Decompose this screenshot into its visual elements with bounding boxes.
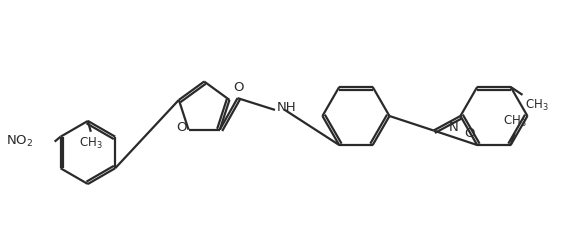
- Text: CH$_3$: CH$_3$: [79, 136, 103, 151]
- Text: O: O: [176, 121, 186, 134]
- Text: NH: NH: [277, 101, 297, 114]
- Text: NO$_2$: NO$_2$: [6, 134, 33, 149]
- Text: O: O: [233, 81, 244, 94]
- Text: N: N: [449, 121, 458, 134]
- Text: O: O: [465, 127, 475, 140]
- Text: CH$_3$: CH$_3$: [503, 114, 526, 129]
- Text: CH$_3$: CH$_3$: [526, 98, 549, 113]
